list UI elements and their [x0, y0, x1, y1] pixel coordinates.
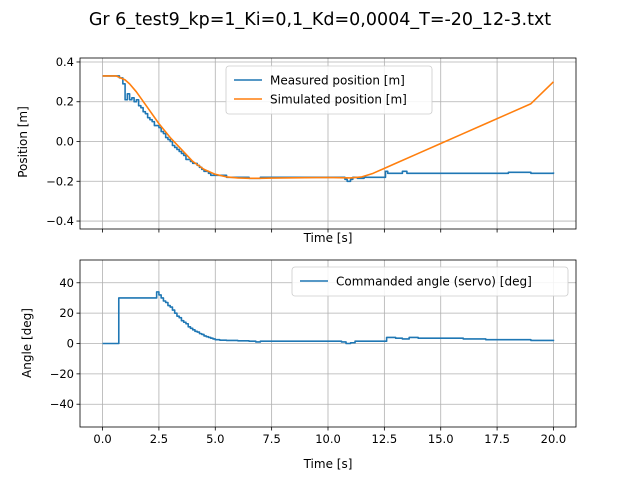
legend: Measured position [m] Simulated position … — [225, 65, 433, 115]
legend-box — [225, 65, 433, 115]
legend-label-0: Measured position [m] — [270, 74, 405, 88]
x-tick-label: 15.0 — [428, 432, 454, 446]
angle-xlabel: Time [s] — [303, 457, 353, 471]
y-tick-label: −40 — [50, 397, 74, 411]
x-tick-label: 12.5 — [372, 432, 398, 446]
series-line-0 — [102, 291, 555, 345]
x-tick-label: 5.0 — [206, 432, 224, 446]
x-tick-label: 7.5 — [262, 432, 280, 446]
grid-lines — [80, 260, 576, 427]
legend-label-0: Commanded angle (servo) [deg] — [336, 275, 532, 289]
legend-label-1: Simulated position [m] — [270, 93, 407, 107]
y-tick-label: 20 — [59, 306, 74, 320]
y-tick-label: 0.4 — [56, 55, 74, 69]
y-tick-label: −20 — [50, 367, 74, 381]
x-tick-label: 17.5 — [484, 432, 510, 446]
legend: Commanded angle (servo) [deg] — [291, 266, 569, 297]
x-tick-label: 2.5 — [150, 432, 168, 446]
y-tick-label: −0.4 — [46, 214, 74, 228]
angle-ylabel: Angle [deg] — [20, 308, 34, 378]
position-ylabel: Position [m] — [16, 106, 30, 178]
y-tick-label: 0.0 — [56, 135, 74, 149]
position-xlabel: Time [s] — [303, 231, 353, 245]
figure-title: Gr 6_test9_kp=1_Ki=0,1_Kd=0,0004_T=-20_1… — [89, 10, 551, 30]
angle-plot: Time [s] Angle [deg] 0.0 2.5 5.0 7.5 10.0 12.… — [20, 259, 577, 471]
y-tick-label: 40 — [59, 276, 74, 290]
x-tick-label: 10.0 — [315, 432, 341, 446]
series-line-0 — [102, 75, 555, 183]
y-tick-label: 0 — [67, 337, 74, 351]
x-tick-label: 0.0 — [93, 432, 111, 446]
series-line-1 — [102, 75, 555, 180]
legend-box — [291, 266, 569, 297]
y-tick-label: 0.2 — [56, 95, 74, 109]
y-tick-label: −0.2 — [46, 174, 74, 188]
x-tick-label: 20.0 — [541, 432, 567, 446]
position-plot: Time [s] Position [m] −0.4 −0.2 0.0 0.2 0.4 M… — [16, 55, 577, 245]
